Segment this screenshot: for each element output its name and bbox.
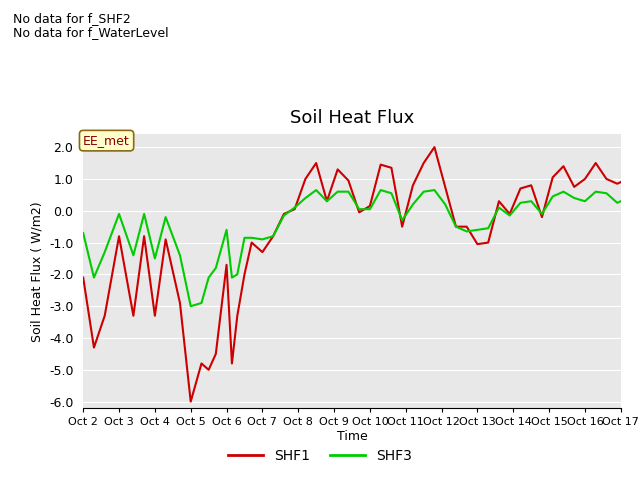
Text: No data for f_WaterLevel: No data for f_WaterLevel <box>13 26 168 39</box>
SHF3 <box>452 224 460 229</box>
X-axis label: Time: Time <box>337 430 367 443</box>
Line: SHF1: SHF1 <box>83 147 621 402</box>
Line: SHF3: SHF3 <box>83 190 621 306</box>
SHF3 <box>187 303 195 309</box>
SHF1 <box>398 224 406 229</box>
SHF3 <box>420 189 428 194</box>
SHF1 <box>409 182 417 188</box>
Y-axis label: Soil Heat Flux ( W/m2): Soil Heat Flux ( W/m2) <box>31 201 44 341</box>
SHF1 <box>452 224 460 229</box>
Legend: SHF1, SHF3: SHF1, SHF3 <box>222 443 418 468</box>
SHF3 <box>617 198 625 204</box>
Text: EE_met: EE_met <box>83 134 130 147</box>
SHF3 <box>409 202 417 207</box>
SHF1 <box>187 399 195 405</box>
Title: Soil Heat Flux: Soil Heat Flux <box>290 109 414 127</box>
Text: No data for f_SHF2: No data for f_SHF2 <box>13 12 131 25</box>
SHF1 <box>234 313 241 319</box>
SHF1 <box>442 184 449 190</box>
SHF1 <box>79 275 87 280</box>
SHF1 <box>516 186 524 192</box>
SHF3 <box>312 187 320 193</box>
SHF3 <box>442 202 449 207</box>
SHF1 <box>431 144 438 150</box>
SHF1 <box>617 179 625 185</box>
SHF3 <box>79 230 87 236</box>
SHF3 <box>234 272 241 277</box>
SHF3 <box>516 200 524 205</box>
